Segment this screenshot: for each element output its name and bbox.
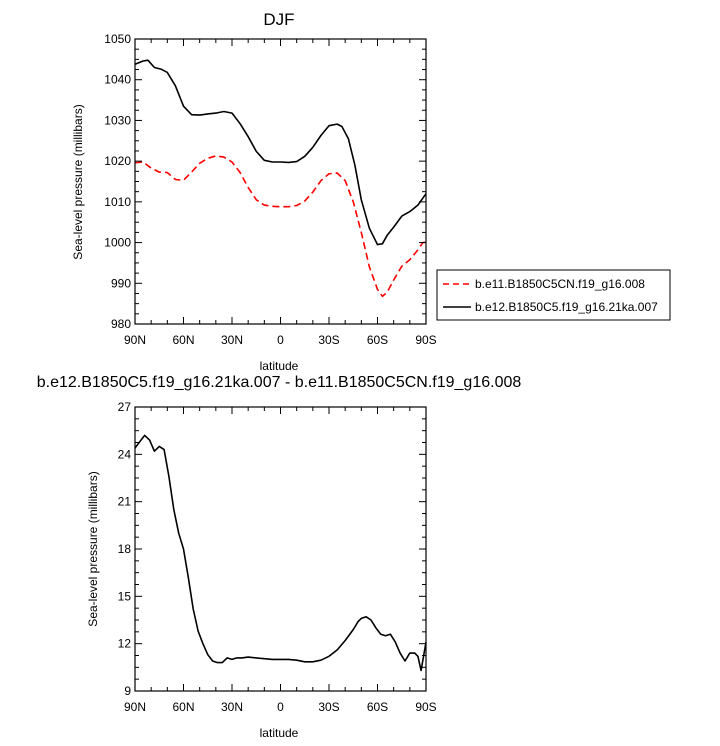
y-tick-label: 1030	[104, 113, 131, 127]
top-chart: DJF 90N 60N 30N 0 30S 60S 90S 980 990 1000 1010 102…	[71, 10, 671, 373]
x-tick-label: 60N	[172, 700, 194, 714]
y-tick-label: 980	[111, 317, 131, 331]
y-tick-label: 15	[118, 589, 132, 603]
plot-frame	[134, 38, 427, 325]
y-axis-label: Sea-level pressure (millibars)	[71, 104, 85, 259]
y-tick-label: 18	[118, 542, 132, 556]
x-tick-label: 90S	[415, 700, 436, 714]
x-axis-label: latitude	[260, 726, 299, 740]
x-tick-label: 90N	[124, 700, 146, 714]
legend: b.e11.B1850C5CN.f19_g16.008 b.e12.B1850C…	[436, 269, 671, 321]
y-tick-label: 9	[124, 684, 131, 698]
x-tick-label: 30S	[318, 700, 339, 714]
x-tick-label: 60N	[172, 333, 194, 347]
series-line-1	[134, 155, 427, 298]
x-tick-label: 90S	[415, 333, 436, 347]
y-tick-label: 27	[118, 400, 132, 414]
y-tick-label: 1000	[104, 236, 131, 250]
chart-title: b.e12.B1850C5.f19_g16.21ka.007 - b.e11.B…	[37, 374, 522, 391]
y-tick-label: 1020	[104, 154, 131, 168]
x-axis-label: latitude	[260, 359, 299, 373]
x-tick-label: 30S	[318, 333, 339, 347]
x-tick-label: 30N	[221, 333, 243, 347]
series-line-1	[134, 434, 427, 672]
x-tick-label: 0	[277, 333, 284, 347]
x-tick-label: 60S	[367, 700, 388, 714]
bottom-chart: b.e12.B1850C5.f19_g16.21ka.007 - b.e11.B…	[37, 374, 522, 740]
x-tick-label: 0	[277, 700, 284, 714]
y-tick-label: 21	[118, 495, 132, 509]
plot-area: 90N 60N 30N 0 30S 60S 90S 9 12 15 18 21 24 27	[118, 400, 437, 714]
x-tick-label: 90N	[124, 333, 146, 347]
series-line-2	[134, 59, 427, 246]
legend-label-series-1: b.e11.B1850C5CN.f19_g16.008	[475, 277, 645, 291]
y-tick-label: 1040	[104, 73, 131, 87]
plot-area: 90N 60N 30N 0 30S 60S 90S 980 990 1000 1010 1020 103…	[104, 32, 436, 347]
plot-frame	[134, 406, 427, 692]
y-tick-label: 990	[111, 276, 131, 290]
y-tick-label: 1010	[104, 195, 131, 209]
y-tick-label: 1050	[104, 32, 131, 46]
y-tick-label: 24	[118, 447, 132, 461]
legend-label-series-2: b.e12.B1850C5.f19_g16.21ka.007	[475, 300, 658, 314]
x-tick-label: 60S	[367, 333, 388, 347]
legend-box	[436, 269, 671, 321]
chart-title: DJF	[263, 10, 294, 29]
y-tick-label: 12	[118, 637, 132, 651]
y-axis-label: Sea-level pressure (millibars)	[86, 471, 100, 626]
x-tick-label: 30N	[221, 700, 243, 714]
